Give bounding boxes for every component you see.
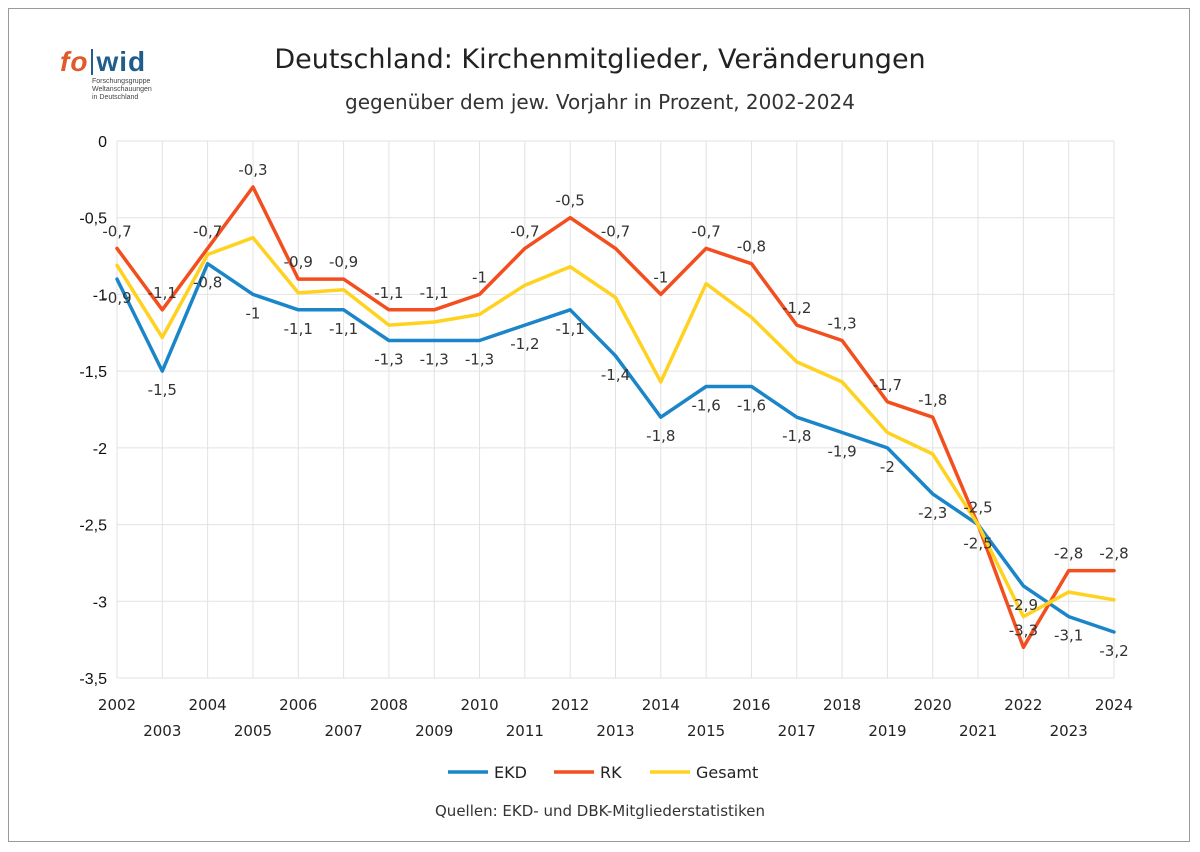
x-tick-label: 2013 (596, 722, 634, 740)
data-label-ekd: -0,8 (193, 274, 222, 292)
data-label-ekd: -1,8 (646, 427, 675, 445)
x-tick-label: 2010 (460, 696, 498, 714)
data-label-ekd: -1,3 (374, 350, 403, 368)
fowid-logo: fo wid Forschungsgruppe Weltanschauungen … (60, 46, 180, 106)
data-label-rk: -0,5 (556, 192, 585, 210)
chart-frame (8, 8, 1190, 842)
data-label-ekd: -1 (245, 304, 260, 322)
x-tick-label: 2009 (415, 722, 453, 740)
x-tick-label: 2011 (506, 722, 544, 740)
x-tick-label: 2018 (823, 696, 861, 714)
source-note: Quellen: EKD- und DBK-Mitgliederstatisti… (435, 802, 765, 820)
legend-label-rk: RK (600, 763, 622, 782)
x-tick-label: 2024 (1095, 696, 1133, 714)
data-label-rk: -2,8 (1054, 545, 1083, 563)
logo-sub-line: Forschungsgruppe (92, 78, 151, 85)
series-line-gesamt (115, 235, 1116, 619)
series-line-ekd (115, 261, 1116, 634)
x-tick-label: 2016 (732, 696, 770, 714)
data-label-ekd: -1,5 (148, 381, 177, 399)
data-label-rk: -3,3 (1009, 621, 1038, 639)
x-tick-label: 2006 (279, 696, 317, 714)
chart-subtitle: gegenüber dem jew. Vorjahr in Prozent, 2… (345, 90, 855, 114)
x-tick-label: 2017 (778, 722, 816, 740)
data-label-ekd: -2,3 (918, 504, 947, 522)
y-tick-label: -1,5 (79, 364, 107, 381)
x-tick-label: 2022 (1004, 696, 1042, 714)
data-label-ekd: -1,1 (329, 320, 358, 338)
data-label-ekd: -1,2 (510, 335, 539, 353)
data-label-ekd: -1,4 (601, 366, 630, 384)
x-tick-label: 2003 (143, 722, 181, 740)
logo-word-right: wid (96, 46, 147, 77)
data-label-ekd: -0,9 (102, 289, 131, 307)
x-tick-label: 2008 (370, 696, 408, 714)
x-tick-label: 2012 (551, 696, 589, 714)
x-tick-label: 2020 (914, 696, 952, 714)
logo-sub-line: in Deutschland (92, 94, 139, 101)
x-tick-label: 2023 (1050, 722, 1088, 740)
chart-title: Deutschland: Kirchenmitglieder, Veränder… (274, 44, 926, 75)
data-label-ekd: -2,5 (963, 535, 992, 553)
data-label-rk: -1,3 (827, 314, 856, 332)
data-label-rk: -0,9 (284, 253, 313, 271)
x-tick-label: 2005 (234, 722, 272, 740)
y-tick-label: 0 (98, 134, 107, 151)
legend-label-gesamt: Gesamt (696, 763, 758, 782)
data-label-ekd: -1,6 (691, 396, 720, 414)
x-tick-label: 2014 (642, 696, 680, 714)
data-label-rk: -0,8 (737, 238, 766, 256)
y-tick-label: -2,5 (79, 518, 107, 535)
data-label-rk: -1 (472, 268, 487, 286)
x-tick-label: 2015 (687, 722, 725, 740)
data-label-ekd: -3,2 (1099, 642, 1128, 660)
data-label-rk: -1,7 (873, 376, 902, 394)
x-tick-label: 2019 (868, 722, 906, 740)
data-label-rk: -1,1 (374, 284, 403, 302)
logo-word-left: fo (60, 46, 89, 77)
y-tick-label: -1 (93, 287, 107, 304)
data-label-rk: -1,1 (148, 284, 177, 302)
y-tick-label: -2 (93, 441, 107, 458)
data-label-rk: -0,9 (329, 253, 358, 271)
data-label-rk: -1,2 (782, 299, 811, 317)
data-label-ekd: -2,9 (1009, 596, 1038, 614)
y-tick-label: -3 (93, 594, 107, 611)
x-tick-label: 2002 (98, 696, 136, 714)
x-tick-label: 2004 (189, 696, 227, 714)
data-label-rk: -0,7 (102, 222, 131, 240)
data-label-rk: -0,7 (601, 222, 630, 240)
data-label-ekd: -1,9 (827, 443, 856, 461)
data-label-ekd: -1,8 (782, 427, 811, 445)
data-label-rk: -1,8 (918, 391, 947, 409)
data-label-rk: -0,7 (691, 222, 720, 240)
data-label-rk: -1,1 (420, 284, 449, 302)
data-label-rk: -0,3 (238, 161, 267, 179)
logo-wordmark: fo wid (60, 46, 146, 78)
logo-sub-line: Weltanschauungen (92, 86, 152, 93)
data-label-rk: -2,8 (1099, 545, 1128, 563)
data-label-ekd: -1,1 (556, 320, 585, 338)
data-label-ekd: -1,3 (420, 350, 449, 368)
data-label-rk: -0,7 (193, 222, 222, 240)
data-label-ekd: -1,6 (737, 396, 766, 414)
data-label-rk: -1 (653, 268, 668, 286)
data-label-ekd: -1,1 (284, 320, 313, 338)
data-label-ekd: -2 (880, 458, 895, 476)
y-tick-label: -3,5 (79, 671, 107, 688)
legend-label-ekd: EKD (494, 763, 527, 782)
data-label-ekd: -3,1 (1054, 627, 1083, 645)
data-label-rk: -0,7 (510, 222, 539, 240)
data-label-ekd: -1,3 (465, 350, 494, 368)
data-label-rk: -2,5 (963, 499, 992, 517)
x-tick-label: 2007 (324, 722, 362, 740)
logo-subtext: Forschungsgruppe Weltanschauungen in Deu… (92, 78, 182, 102)
series-line-rk (115, 185, 1116, 650)
y-tick-label: -0,5 (79, 211, 107, 228)
x-tick-label: 2021 (959, 722, 997, 740)
logo-divider (91, 49, 94, 75)
